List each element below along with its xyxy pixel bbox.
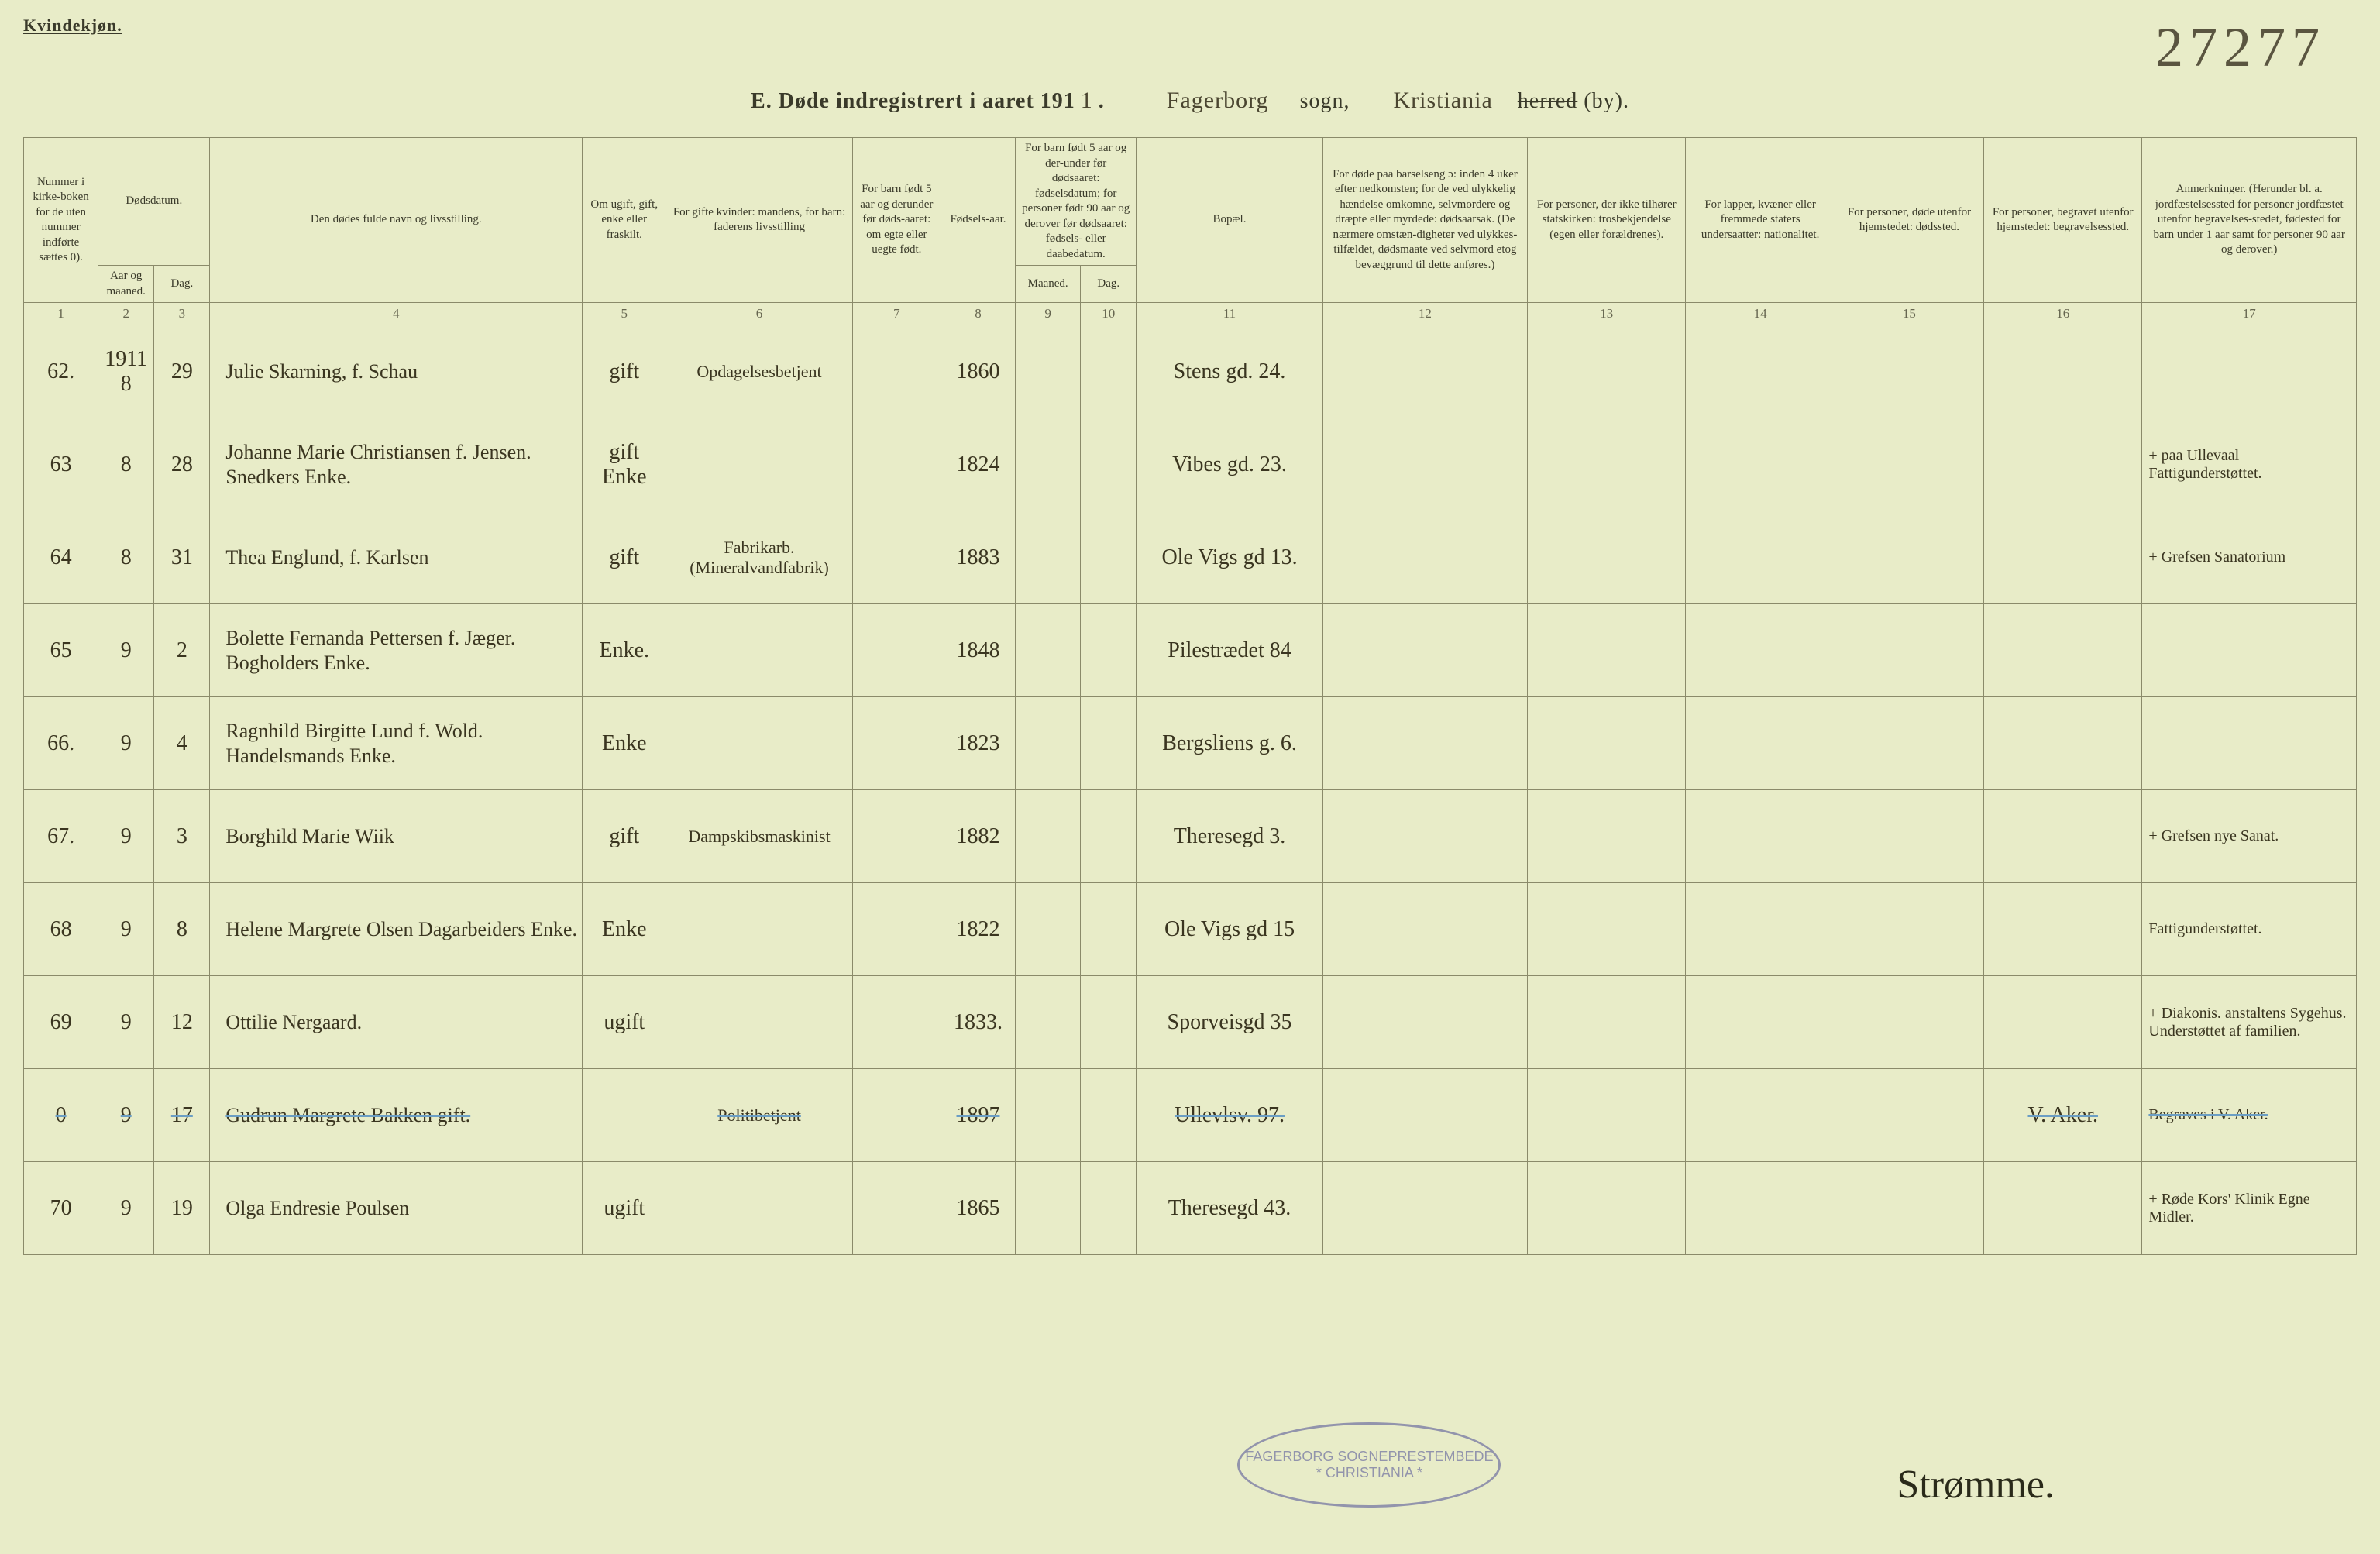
note-cell	[2142, 697, 2357, 790]
table-row: 6592Bolette Fernanda Pettersen f. Jæger.…	[24, 604, 2357, 697]
col-header-5: Om ugift, gift, enke eller fraskilt.	[583, 138, 666, 303]
col-header-3: Dag.	[154, 266, 210, 303]
name-cell: Johanne Marie Christiansen f. Jensen. Sn…	[210, 418, 583, 511]
col-header-9: Maaned.	[1016, 266, 1081, 303]
table-row: 64831Thea Englund, f. KarlsengiftFabrika…	[24, 511, 2357, 604]
note-cell: + Grefsen Sanatorium	[2142, 511, 2357, 604]
col-header-10: Dag.	[1081, 266, 1137, 303]
note-cell: Begraves i V. Aker.	[2142, 1069, 2357, 1162]
col-header-2: Aar og maaned.	[98, 266, 154, 303]
table-row: 6898Helene Margrete Olsen Dagarbeiders E…	[24, 883, 2357, 976]
table-row: 66.94Ragnhild Birgitte Lund f. Wold. Han…	[24, 697, 2357, 790]
by-label: (by).	[1584, 89, 1629, 113]
note-cell: + paa Ullevaal Fattigunderstøttet.	[2142, 418, 2357, 511]
table-row: 63828Johanne Marie Christiansen f. Jense…	[24, 418, 2357, 511]
name-cell: Ottilie Nergaard.	[210, 976, 583, 1069]
col-header-11: Bopæl.	[1137, 138, 1322, 303]
by-name: Kristiania	[1393, 88, 1492, 113]
stamp-line2: * CHRISTIANIA *	[1316, 1465, 1422, 1481]
name-cell: Gudrun Margrete Bakken gift.	[210, 1069, 583, 1162]
table-body: 62.1911829Julie Skarning, f. SchaugiftOp…	[24, 325, 2357, 1255]
table-header: Nummer i kirke-boken for de uten nummer …	[24, 138, 2357, 325]
year-suffix: 1	[1075, 88, 1099, 114]
gender-label: Kvindekjøn.	[23, 15, 122, 36]
title-prefix: Døde indregistrert i aaret 191	[779, 89, 1075, 113]
column-number-row: 1 2 3 4 5 6 7 8 9 10 11 12 13 14 15 16 1…	[24, 303, 2357, 325]
parish-stamp: FAGERBORG SOGNEPRESTEMBEDE * CHRISTIANIA…	[1237, 1422, 1501, 1508]
name-cell: Helene Margrete Olsen Dagarbeiders Enke.	[210, 883, 583, 976]
name-cell: Thea Englund, f. Karlsen	[210, 511, 583, 604]
name-cell: Borghild Marie Wiik	[210, 790, 583, 883]
sogn-name: Fagerborg	[1167, 88, 1269, 113]
name-cell: Ragnhild Birgitte Lund f. Wold. Handelsm…	[210, 697, 583, 790]
stamp-line1: FAGERBORG SOGNEPRESTEMBEDE	[1245, 1449, 1493, 1465]
col-header-17: Anmerkninger. (Herunder bl. a. jordfæste…	[2142, 138, 2357, 303]
table-row: 69912Ottilie Nergaard.ugift1833.Sporveis…	[24, 976, 2357, 1069]
col-header-8: Fødsels-aar.	[941, 138, 1015, 303]
name-cell: Julie Skarning, f. Schau	[210, 325, 583, 418]
col-header-7: For barn født 5 aar og derunder før døds…	[852, 138, 941, 303]
col-header-date: Dødsdatum.	[98, 138, 210, 266]
col-header-birthdate: For barn født 5 aar og der-under før død…	[1016, 138, 1137, 266]
deaths-table: Nummer i kirke-boken for de uten nummer …	[23, 137, 2357, 1255]
title-row: E. Døde indregistrert i aaret 1911. Fage…	[23, 88, 2357, 114]
col-header-15: For personer, døde utenfor hjemstedet: d…	[1835, 138, 1983, 303]
col-header-16: For personer, begravet utenfor hjemstede…	[1984, 138, 2142, 303]
note-cell	[2142, 604, 2357, 697]
herred-struck: herred	[1518, 89, 1578, 113]
col-header-14: For lapper, kvæner eller fremmede stater…	[1686, 138, 1835, 303]
table-row: 62.1911829Julie Skarning, f. SchaugiftOp…	[24, 325, 2357, 418]
table-row: 70919Olga Endresie Poulsenugift1865There…	[24, 1162, 2357, 1255]
col-header-13: For personer, der ikke tilhører statskir…	[1528, 138, 1686, 303]
table-row: 67.93Borghild Marie WiikgiftDampskibsmas…	[24, 790, 2357, 883]
table-row: 0917Gudrun Margrete Bakken gift.Politibe…	[24, 1069, 2357, 1162]
note-cell: + Røde Kors' Klinik Egne Midler.	[2142, 1162, 2357, 1255]
note-cell: + Grefsen nye Sanat.	[2142, 790, 2357, 883]
signature: Strømme.	[1897, 1462, 2055, 1508]
col-header-4: Den dødes fulde navn og livsstilling.	[210, 138, 583, 303]
col-header-6: For gifte kvinder: mandens, for barn: fa…	[666, 138, 852, 303]
note-cell: Fattigunderstøttet.	[2142, 883, 2357, 976]
page-number: 27277	[2155, 15, 2326, 80]
name-cell: Olga Endresie Poulsen	[210, 1162, 583, 1255]
section-letter: E.	[751, 89, 772, 113]
col-header-12: For døde paa barselseng ɔ: inden 4 uker …	[1322, 138, 1527, 303]
name-cell: Bolette Fernanda Pettersen f. Jæger. Bog…	[210, 604, 583, 697]
col-header-1: Nummer i kirke-boken for de uten nummer …	[24, 138, 98, 303]
sogn-label: sogn,	[1300, 89, 1350, 113]
note-cell	[2142, 325, 2357, 418]
note-cell: + Diakonis. anstaltens Sygehus. Understø…	[2142, 976, 2357, 1069]
